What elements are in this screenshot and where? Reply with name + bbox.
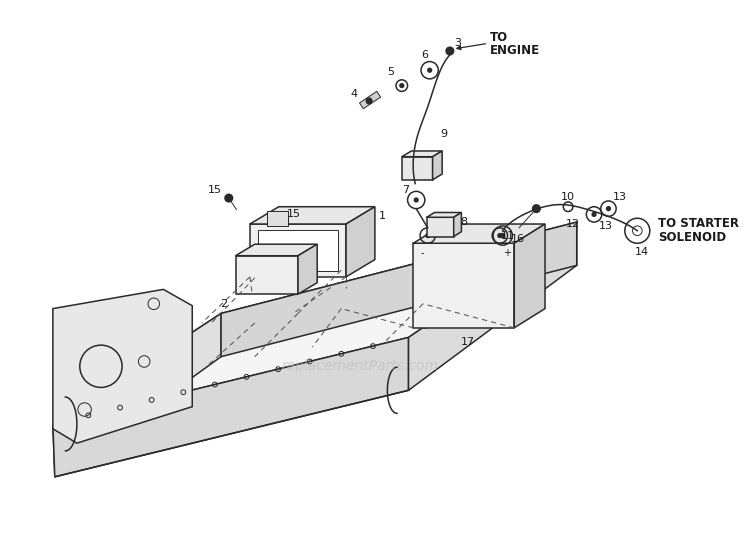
Text: 17: 17 <box>461 337 476 347</box>
Circle shape <box>607 207 610 210</box>
Polygon shape <box>454 213 461 237</box>
Polygon shape <box>53 289 192 443</box>
Text: 13: 13 <box>598 221 613 231</box>
Polygon shape <box>413 243 514 328</box>
Text: TO: TO <box>490 31 508 44</box>
Text: 15: 15 <box>287 209 302 219</box>
Polygon shape <box>433 151 442 180</box>
Text: 3: 3 <box>454 38 461 48</box>
Polygon shape <box>53 313 221 477</box>
Text: 8: 8 <box>460 217 467 227</box>
Polygon shape <box>402 151 442 157</box>
Polygon shape <box>427 218 454 237</box>
Text: -: - <box>420 248 424 258</box>
Circle shape <box>532 205 540 213</box>
Text: 13: 13 <box>613 192 627 202</box>
Polygon shape <box>359 92 381 109</box>
Polygon shape <box>514 224 545 328</box>
Polygon shape <box>267 210 288 226</box>
Circle shape <box>501 233 505 237</box>
Circle shape <box>427 68 431 72</box>
Text: 7: 7 <box>402 185 410 196</box>
Text: 16: 16 <box>511 235 525 244</box>
Text: 11: 11 <box>500 231 514 241</box>
Polygon shape <box>250 224 346 277</box>
Polygon shape <box>236 256 298 294</box>
Circle shape <box>426 233 430 237</box>
Text: 1: 1 <box>379 212 386 221</box>
Polygon shape <box>402 157 433 180</box>
Polygon shape <box>298 244 317 294</box>
Text: 2: 2 <box>220 299 227 309</box>
Circle shape <box>498 233 502 237</box>
Polygon shape <box>257 230 338 271</box>
Text: 12: 12 <box>566 219 580 229</box>
Text: 4: 4 <box>350 89 357 99</box>
Polygon shape <box>221 222 577 357</box>
Polygon shape <box>53 338 409 477</box>
Text: 10: 10 <box>561 192 575 202</box>
Circle shape <box>414 198 419 202</box>
Text: 15: 15 <box>207 185 221 196</box>
Polygon shape <box>53 222 577 424</box>
Text: TO STARTER: TO STARTER <box>658 216 740 230</box>
Text: 6: 6 <box>422 50 428 60</box>
Text: ENGINE: ENGINE <box>490 43 540 56</box>
Text: +: + <box>503 248 511 258</box>
Polygon shape <box>409 222 577 390</box>
Polygon shape <box>427 213 461 218</box>
Polygon shape <box>250 207 375 224</box>
Polygon shape <box>346 207 375 277</box>
Text: SOLENOID: SOLENOID <box>658 231 727 244</box>
Text: 5: 5 <box>387 67 394 77</box>
Text: replacementParts.com: replacementParts.com <box>282 359 439 373</box>
Circle shape <box>366 98 372 104</box>
Circle shape <box>592 213 596 216</box>
Circle shape <box>400 84 404 88</box>
Circle shape <box>446 47 454 55</box>
Text: 14: 14 <box>635 247 650 257</box>
Polygon shape <box>236 244 317 256</box>
Polygon shape <box>413 224 545 243</box>
Text: 9: 9 <box>440 129 448 139</box>
Circle shape <box>225 194 232 202</box>
